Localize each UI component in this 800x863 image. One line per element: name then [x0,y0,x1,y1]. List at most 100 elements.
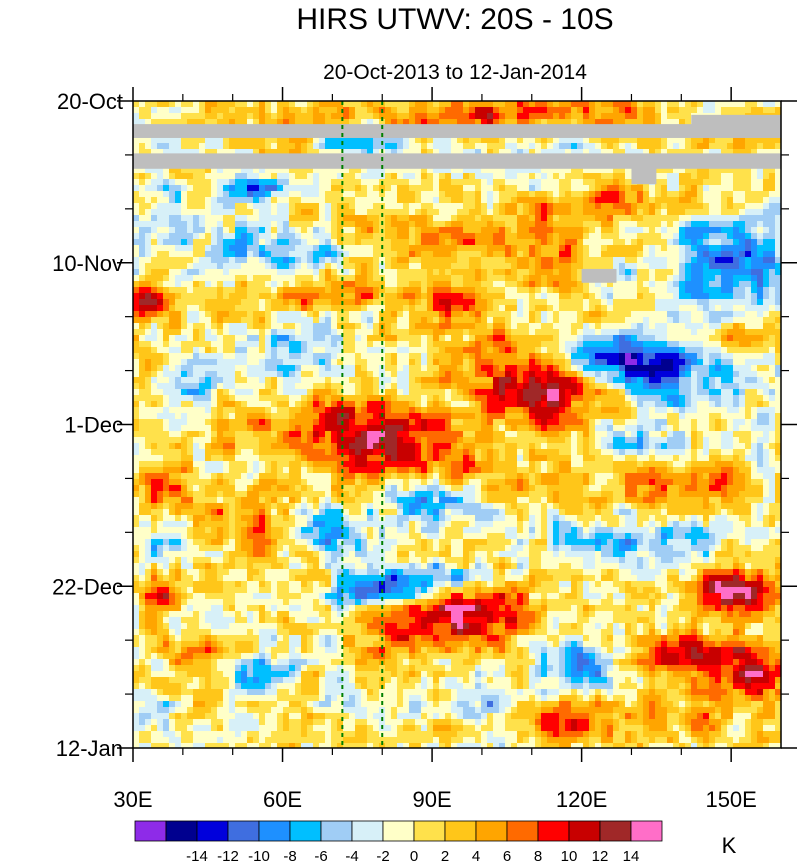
heatmap-cell [235,149,242,156]
heatmap-cell [709,137,716,144]
heatmap-cell [487,113,494,120]
heatmap-cell [463,263,470,270]
heatmap-cell [139,371,146,378]
heatmap-cell [133,191,140,198]
heatmap-cell [619,215,626,222]
heatmap-cell [757,329,764,336]
heatmap-cell [601,317,608,324]
heatmap-cell [385,329,392,336]
heatmap-cell [217,107,224,114]
heatmap-cell [709,347,716,354]
heatmap-cell [151,107,158,114]
heatmap-cell [397,203,404,210]
heatmap-cell [343,143,350,150]
heatmap-cell [229,119,236,126]
heatmap-cell [445,293,452,300]
heatmap-cell [307,317,314,324]
heatmap-cell [325,299,332,306]
heatmap-cell [517,347,524,354]
heatmap-cell [535,293,542,300]
heatmap-cell [751,251,758,258]
heatmap-cell [409,233,416,240]
heatmap-cell [589,317,596,324]
heatmap-cell [343,365,350,372]
heatmap-cell [235,143,242,150]
heatmap-cell [625,227,632,234]
heatmap-cell [505,167,512,174]
heatmap-cell [151,335,158,342]
heatmap-cell [313,203,320,210]
heatmap-cell [637,341,644,348]
heatmap-cell [277,281,284,288]
heatmap-cell [727,293,734,300]
heatmap-cell [439,329,446,336]
heatmap-cell [223,359,230,366]
heatmap-cell [145,251,152,258]
heatmap-cell [343,203,350,210]
heatmap-cell [241,251,248,258]
heatmap-cell [361,305,368,312]
heatmap-cell [667,371,674,378]
heatmap-cell [337,221,344,228]
heatmap-cell [361,365,368,372]
heatmap-cell [523,269,530,276]
heatmap-cell [325,263,332,270]
heatmap-cell [301,329,308,336]
heatmap-cell [331,101,338,108]
heatmap-cell [439,281,446,288]
heatmap-cell [313,347,320,354]
heatmap-cell [649,233,656,240]
heatmap-cell [613,137,620,144]
heatmap-cell [727,263,734,270]
heatmap-cell [679,197,686,204]
heatmap-cell [769,215,776,222]
heatmap-cell [697,341,704,348]
heatmap-cell [355,101,362,108]
heatmap-cell [319,299,326,306]
heatmap-cell [295,209,302,216]
heatmap-cell [487,191,494,198]
heatmap-cell [289,287,296,294]
heatmap-cell [463,143,470,150]
heatmap-cell [271,293,278,300]
heatmap-cell [691,209,698,216]
heatmap-cell [739,341,746,348]
heatmap-cell [517,179,524,186]
heatmap-cell [301,173,308,180]
heatmap-cell [775,329,781,336]
heatmap-cell [679,317,686,324]
heatmap-cell [259,167,266,174]
heatmap-cell [529,323,536,330]
heatmap-cell [529,299,536,306]
heatmap-cell [349,329,356,336]
heatmap-cell [139,251,146,258]
heatmap-cell [235,353,242,360]
heatmap-cell [175,317,182,324]
heatmap-cell [253,365,260,372]
heatmap-cell [679,137,686,144]
heatmap-cell [391,143,398,150]
heatmap-cell [439,275,446,282]
heatmap-cell [445,113,452,120]
heatmap-cell [697,227,704,234]
heatmap-cell [607,305,614,312]
heatmap-cell [481,173,488,180]
heatmap-cell [211,245,218,252]
heatmap-cell [235,209,242,216]
heatmap-cell [457,245,464,252]
heatmap-cell [217,197,224,204]
heatmap-cell [217,359,224,366]
heatmap-cell [319,281,326,288]
heatmap-cell [187,143,194,150]
heatmap-cell [673,179,680,186]
heatmap-cell [733,281,740,288]
heatmap-cell [661,191,668,198]
heatmap-cell [409,323,416,330]
heatmap-cell [757,263,764,270]
heatmap-cell [337,101,344,108]
heatmap-cell [715,269,722,276]
heatmap-cell [469,263,476,270]
heatmap-cell [193,305,200,312]
heatmap-cell [223,275,230,282]
heatmap-cell [289,203,296,210]
